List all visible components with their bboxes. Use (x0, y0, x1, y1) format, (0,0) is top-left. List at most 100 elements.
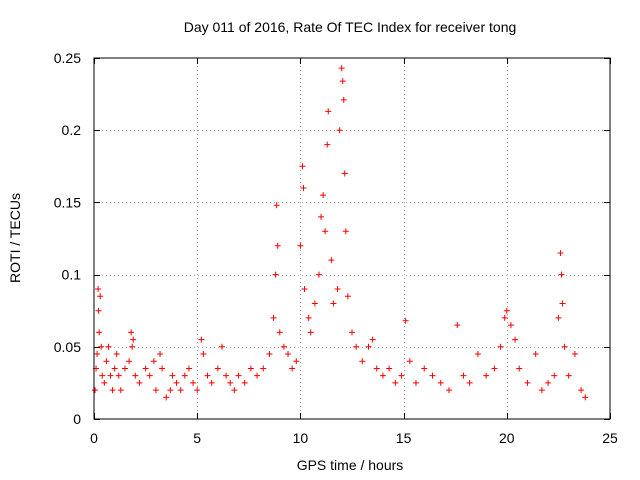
data-point (235, 372, 242, 379)
data-point (339, 78, 346, 85)
data-point (474, 351, 481, 358)
data-point (342, 228, 349, 235)
y-axis-ticks: 0 0.05 0.1 0.15 0.2 0.25 (54, 50, 610, 427)
y-tick-label: 0.15 (54, 194, 81, 210)
chart-title: Day 011 of 2016, Rate Of TEC Index for r… (184, 19, 517, 35)
data-point (402, 317, 409, 324)
data-point (274, 242, 281, 249)
data-point (532, 351, 539, 358)
data-point (503, 307, 510, 314)
data-point (181, 372, 188, 379)
x-tick-label: 15 (396, 430, 412, 446)
data-point (117, 387, 124, 394)
data-point (169, 372, 176, 379)
data-point (491, 365, 498, 372)
data-point (344, 293, 351, 300)
data-point (163, 394, 170, 401)
data-point (340, 96, 347, 103)
data-point (109, 387, 116, 394)
data-point (421, 365, 428, 372)
data-point (95, 307, 102, 314)
data-point (260, 365, 267, 372)
data-point (223, 372, 230, 379)
data-point (325, 108, 332, 115)
data-point (557, 249, 564, 256)
data-point (129, 343, 136, 350)
data-point (297, 242, 304, 249)
data-point (126, 358, 133, 365)
x-tick-label: 25 (602, 430, 618, 446)
data-point (231, 387, 238, 394)
data-point (101, 379, 108, 386)
data-point (95, 286, 102, 293)
data-point (130, 336, 137, 343)
data-point (97, 293, 104, 300)
x-tick-label: 20 (499, 430, 515, 446)
data-point (328, 257, 335, 264)
data-point (561, 343, 568, 350)
data-point (353, 343, 360, 350)
data-point (338, 65, 345, 72)
data-point (320, 192, 327, 199)
data-point (412, 379, 419, 386)
data-point (565, 372, 572, 379)
data-point (293, 358, 300, 365)
data-point (392, 379, 399, 386)
data-point (270, 314, 277, 321)
data-point (115, 372, 122, 379)
data-point (341, 170, 348, 177)
data-point (150, 358, 157, 365)
data-point (105, 343, 112, 350)
y-tick-label: 0.1 (62, 267, 82, 283)
x-axis-ticks: 0 5 10 15 20 25 (90, 58, 618, 446)
data-point (582, 394, 589, 401)
data-point (460, 372, 467, 379)
data-point (96, 329, 103, 336)
data-point (204, 372, 211, 379)
data-point (142, 365, 149, 372)
data-point (159, 365, 166, 372)
data-point (276, 329, 283, 336)
data-point (507, 322, 514, 329)
data-point (98, 343, 105, 350)
data-point (208, 379, 215, 386)
y-tick-label: 0.05 (54, 339, 81, 355)
data-point (121, 365, 128, 372)
data-point (200, 351, 207, 358)
data-point (398, 372, 405, 379)
data-point (516, 365, 523, 372)
data-point (177, 387, 184, 394)
data-point (318, 213, 325, 220)
data-point (305, 314, 312, 321)
y-tick-label: 0.25 (54, 50, 81, 66)
data-point (132, 372, 139, 379)
data-point (373, 365, 380, 372)
data-point (315, 271, 322, 278)
data-point (524, 379, 531, 386)
data-point (266, 351, 273, 358)
data-point (512, 336, 519, 343)
data-point (322, 228, 329, 235)
data-point (483, 372, 490, 379)
data-point (185, 365, 192, 372)
data-point (285, 351, 292, 358)
data-point (167, 387, 174, 394)
data-point (538, 387, 545, 394)
data-point (103, 358, 110, 365)
data-point (559, 300, 566, 307)
data-point (272, 271, 279, 278)
data-point (311, 300, 318, 307)
data-point (152, 387, 159, 394)
plot-frame (93, 57, 611, 420)
y-tick-label: 0.2 (62, 122, 82, 138)
data-point (92, 387, 99, 394)
x-tick-label: 5 (193, 430, 201, 446)
data-point (571, 351, 578, 358)
data-point (289, 365, 296, 372)
data-point (273, 202, 280, 209)
data-point (406, 358, 413, 365)
data-point (429, 372, 436, 379)
x-tick-label: 0 (90, 430, 98, 446)
data-point (227, 379, 234, 386)
